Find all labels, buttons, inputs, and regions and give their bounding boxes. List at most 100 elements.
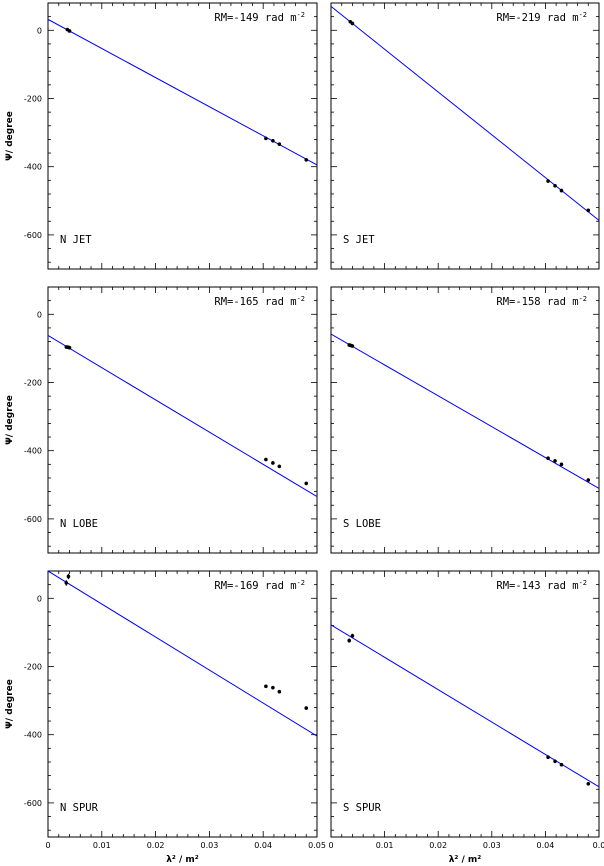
rm-label: RM=-143 rad m-2 bbox=[496, 579, 587, 592]
panel-label: S SPUR bbox=[343, 802, 382, 814]
panel-s-spur: 0 0.01 0.02 0.03 0.04 0.0 λ² / m² RM=-143 rad m… bbox=[328, 570, 604, 865]
x-tick-label: 0 bbox=[328, 841, 333, 850]
rm-label: RM=-165 rad m-2 bbox=[214, 295, 305, 308]
x-tick-label: 0.03 bbox=[200, 841, 218, 850]
plot-frame bbox=[330, 2, 600, 270]
data-point bbox=[304, 481, 309, 486]
y-tick-label: -600 bbox=[24, 515, 42, 524]
y-tick-label: 0 bbox=[37, 26, 42, 35]
x-tick-label: 0.0 bbox=[593, 841, 604, 850]
y-tick-label: -200 bbox=[24, 662, 42, 671]
data-point bbox=[350, 21, 355, 26]
data-point bbox=[304, 158, 309, 162]
data-point bbox=[64, 581, 69, 585]
y-tick-label: -400 bbox=[24, 731, 42, 740]
data-point bbox=[586, 478, 591, 482]
panel-label: N LOBE bbox=[60, 518, 98, 530]
rm-label-text: RM=-158 rad m bbox=[496, 296, 578, 308]
rm-label-text: RM=-149 rad m bbox=[214, 12, 296, 24]
rm-label: RM=-169 rad m-2 bbox=[214, 579, 305, 592]
data-point bbox=[271, 461, 275, 465]
rm-label-text: RM=-219 rad m bbox=[496, 12, 578, 24]
panel-label: N JET bbox=[60, 234, 92, 246]
rm-label: RM=-149 rad m-2 bbox=[214, 11, 305, 24]
plot-frame bbox=[47, 2, 318, 270]
data-point bbox=[586, 782, 591, 786]
data-point bbox=[553, 459, 557, 463]
data-point bbox=[264, 684, 268, 689]
rm-label-exponent: -2 bbox=[297, 11, 305, 19]
y-tick-label: 0 bbox=[37, 594, 42, 603]
rm-label-exponent: -2 bbox=[579, 579, 587, 587]
data-point bbox=[264, 136, 268, 141]
data-point bbox=[553, 759, 557, 764]
x-tick-label: 0.01 bbox=[376, 841, 394, 850]
y-tick-label: 0 bbox=[37, 310, 42, 319]
panel-label: S LOBE bbox=[343, 518, 381, 530]
x-tick-label: 0 bbox=[45, 841, 50, 850]
y-tick-label: -200 bbox=[24, 94, 42, 103]
plot-frame bbox=[330, 570, 600, 838]
data-point bbox=[546, 755, 550, 759]
fit-line bbox=[48, 334, 317, 498]
data-point bbox=[586, 208, 591, 213]
data-point bbox=[304, 706, 309, 710]
y-tick-label: -600 bbox=[24, 231, 42, 240]
data-point bbox=[546, 179, 550, 183]
data-point bbox=[66, 574, 71, 579]
data-point bbox=[350, 344, 355, 348]
rm-label-exponent: -2 bbox=[297, 579, 305, 587]
y-tick-label: -600 bbox=[24, 799, 42, 808]
panel-n-jet: 0 -200 -400 -600 Ψ/ degree RM=-149 rad m-2 N J… bbox=[5, 2, 318, 270]
data-point bbox=[277, 464, 282, 469]
rm-label-exponent: -2 bbox=[579, 11, 587, 19]
x-axis-label: λ² / m² bbox=[449, 855, 482, 865]
panel-n-lobe: 0 -200 -400 -600 Ψ/ degree RM=-165 rad m-2 N L… bbox=[5, 286, 318, 554]
y-axis-label: Ψ/ degree bbox=[5, 679, 15, 729]
rm-label-text: RM=-169 rad m bbox=[214, 580, 296, 592]
data-point bbox=[546, 456, 550, 460]
panel-n-spur: 0 -200 -400 -600 Ψ/ degree 0 0.01 0.02 0.03 0.04 0… bbox=[5, 570, 326, 865]
rm-label: RM=-219 rad m-2 bbox=[496, 11, 587, 24]
data-point bbox=[67, 29, 72, 33]
rm-label-text: RM=-143 rad m bbox=[496, 580, 578, 592]
data-point bbox=[271, 138, 275, 143]
plot-frame bbox=[47, 570, 318, 838]
x-tick-label: 0.02 bbox=[147, 841, 165, 850]
x-tick-label: 0.04 bbox=[254, 841, 272, 850]
panel-s-lobe: RM=-158 rad m-2 S LOBE bbox=[330, 286, 600, 554]
plot-frame bbox=[47, 286, 318, 554]
y-tick-label: -400 bbox=[24, 163, 42, 172]
y-axis-label: Ψ/ degree bbox=[5, 395, 15, 445]
plot-frame bbox=[330, 286, 600, 554]
panel-label: S JET bbox=[343, 234, 375, 246]
data-point bbox=[559, 762, 564, 767]
data-point bbox=[350, 633, 355, 638]
y-axis-label: Ψ/ degree bbox=[5, 111, 15, 161]
data-point bbox=[277, 689, 282, 694]
x-axis-label: λ² / m² bbox=[166, 855, 199, 865]
x-tick-label: 0.04 bbox=[536, 841, 554, 850]
rm-label-text: RM=-165 rad m bbox=[214, 296, 296, 308]
y-tick-label: -200 bbox=[24, 378, 42, 387]
panel-label: N SPUR bbox=[60, 802, 99, 814]
data-point bbox=[271, 685, 275, 690]
y-tick-label: -400 bbox=[24, 447, 42, 456]
data-point bbox=[67, 345, 72, 350]
data-point bbox=[559, 462, 564, 467]
fit-line bbox=[331, 6, 599, 221]
x-tick-label: 0.01 bbox=[93, 841, 111, 850]
fit-line bbox=[331, 333, 599, 489]
fit-line bbox=[48, 18, 317, 166]
data-point bbox=[553, 183, 557, 188]
x-tick-label: 0.03 bbox=[483, 841, 501, 850]
rm-label: RM=-158 rad m-2 bbox=[496, 295, 587, 308]
data-point bbox=[559, 188, 564, 193]
data-point bbox=[264, 457, 268, 462]
panel-s-jet: RM=-219 rad m-2 S JET bbox=[330, 2, 600, 270]
x-tick-label: 0.02 bbox=[429, 841, 447, 850]
x-tick-label: 0.05 bbox=[308, 841, 326, 850]
rm-label-exponent: -2 bbox=[579, 295, 587, 303]
fit-line bbox=[48, 571, 317, 737]
